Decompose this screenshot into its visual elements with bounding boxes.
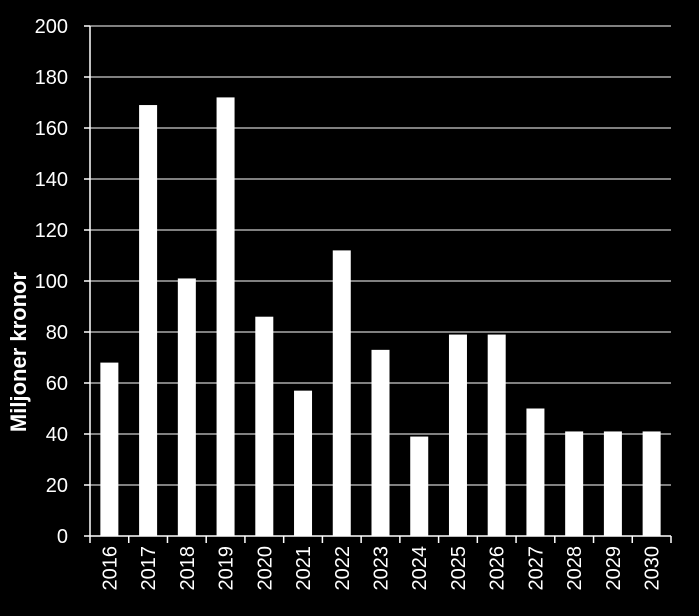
y-tick-label: 0 bbox=[57, 526, 68, 548]
bar-2017 bbox=[139, 105, 158, 537]
x-tick-label: 2019 bbox=[216, 546, 238, 591]
bar-2029 bbox=[603, 431, 622, 536]
y-tick-label: 200 bbox=[35, 16, 68, 38]
y-tick-label: 60 bbox=[46, 373, 68, 395]
bar-2022 bbox=[332, 250, 351, 536]
y-tick-label: 40 bbox=[46, 424, 68, 446]
x-tick-label: 2017 bbox=[138, 546, 160, 591]
bar-2028 bbox=[565, 431, 584, 536]
x-tick-label: 2026 bbox=[487, 546, 509, 591]
y-tick-label: 20 bbox=[46, 475, 68, 497]
axes bbox=[84, 25, 672, 543]
bar-2019 bbox=[216, 97, 235, 537]
bar-2016 bbox=[100, 362, 119, 536]
x-tick-label: 2028 bbox=[564, 546, 586, 591]
y-tick-labels: 0 20 40 60 80 100 120 140 160 180 200 bbox=[35, 16, 68, 548]
x-tick-label: 2016 bbox=[99, 546, 121, 591]
y-axis-title: Miljoner kronor bbox=[6, 272, 31, 433]
x-tick-label: 2030 bbox=[642, 546, 664, 591]
y-tick-label: 80 bbox=[46, 322, 68, 344]
bar-2020 bbox=[255, 316, 274, 536]
bar-2021 bbox=[294, 390, 313, 536]
bar-2025 bbox=[448, 334, 467, 536]
bars bbox=[100, 97, 661, 537]
x-tick-label: 2023 bbox=[371, 546, 393, 591]
y-tick-label: 100 bbox=[35, 271, 68, 293]
y-tick-label: 140 bbox=[35, 169, 68, 191]
x-tick-label: 2018 bbox=[177, 546, 199, 591]
x-tick-label: 2025 bbox=[448, 546, 470, 591]
y-tick-label: 120 bbox=[35, 220, 68, 242]
x-tick-label: 2024 bbox=[409, 546, 431, 591]
bar-2027 bbox=[526, 408, 545, 536]
x-tick-label: 2029 bbox=[603, 546, 625, 591]
y-tick-label: 180 bbox=[35, 67, 68, 89]
x-tick-label: 2020 bbox=[254, 546, 276, 591]
y-tick-label: 160 bbox=[35, 118, 68, 140]
bar-2024 bbox=[410, 436, 429, 536]
bar-2018 bbox=[177, 278, 196, 536]
bar-2030 bbox=[642, 431, 661, 536]
bar-2023 bbox=[371, 349, 390, 536]
x-tick-label: 2022 bbox=[332, 546, 354, 591]
bar-2026 bbox=[487, 334, 506, 536]
x-tick-label: 2027 bbox=[525, 546, 547, 591]
x-tick-label: 2021 bbox=[293, 546, 315, 591]
x-tick-labels: 2016 2017 2018 2019 2020 2021 2022 2023 2024 2025… bbox=[99, 546, 663, 591]
